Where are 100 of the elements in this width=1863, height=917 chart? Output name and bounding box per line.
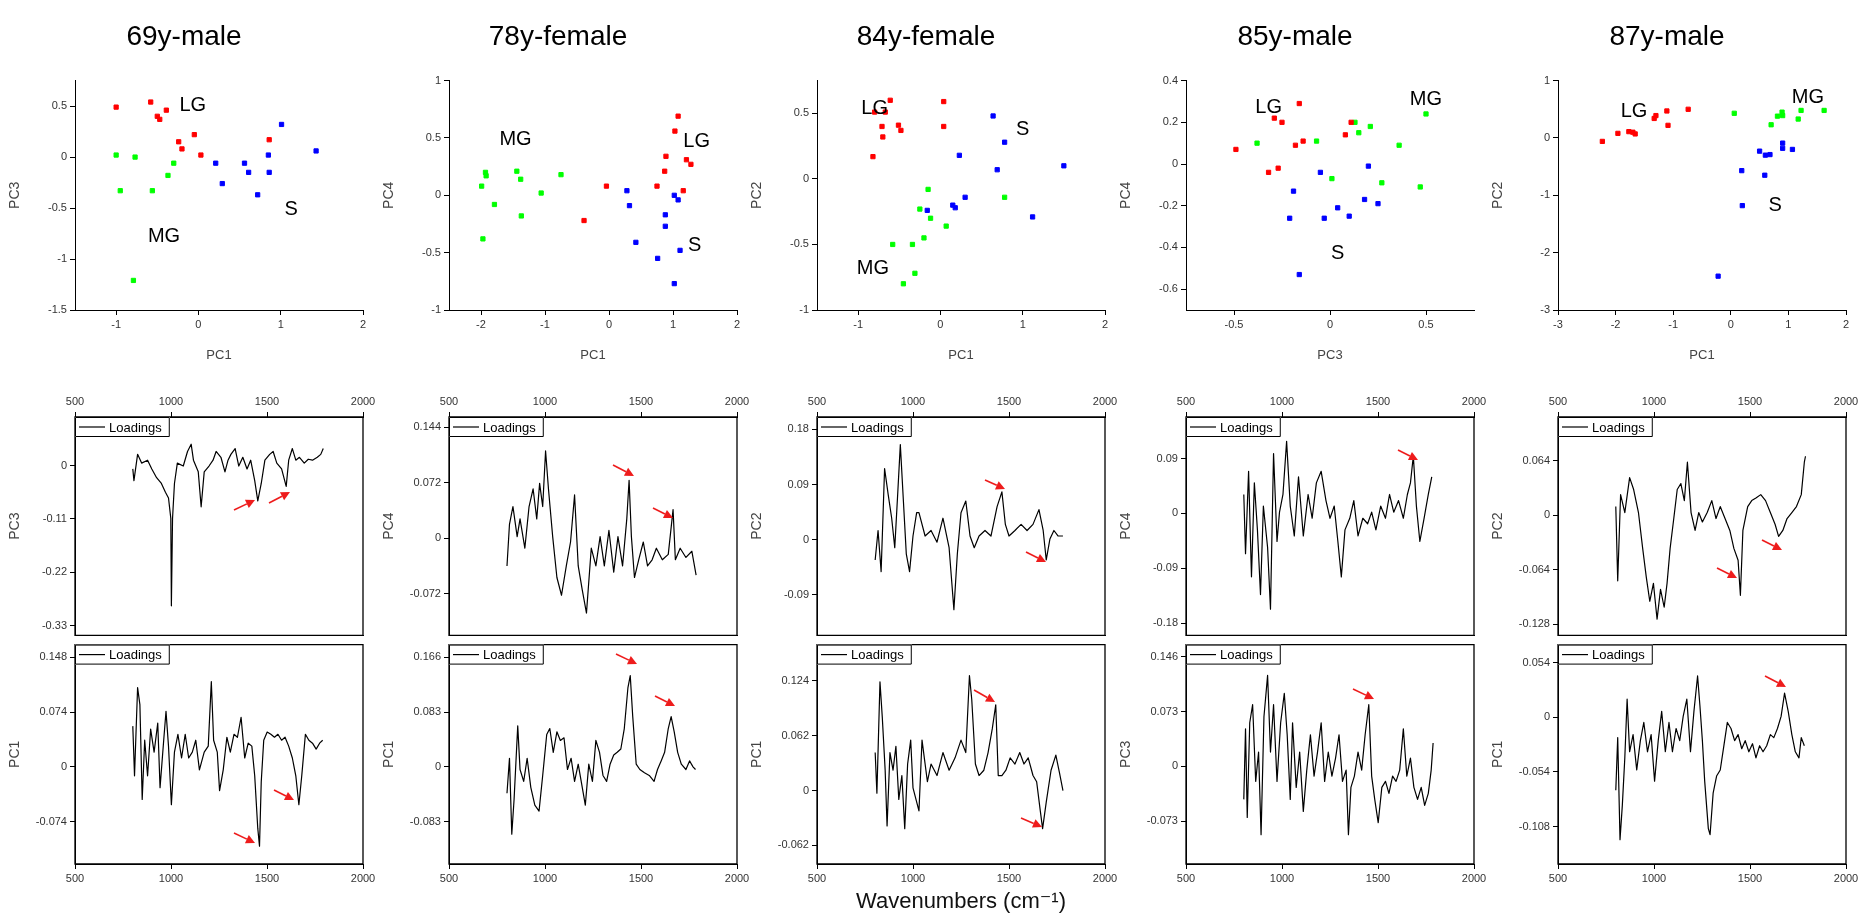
x-axis-title: Wavenumbers (cm⁻¹) <box>855 887 1067 913</box>
y-tick-label: 0 <box>60 759 67 772</box>
x-tick-label: 1 <box>1785 317 1792 330</box>
annotation: LG <box>861 95 888 118</box>
y-tick-label: -1 <box>799 303 809 316</box>
x-axis-title: PC1 <box>1689 346 1715 362</box>
y-tick-label: 0.062 <box>781 728 809 741</box>
y-tick-label: 0.09 <box>1156 451 1178 464</box>
x-tick-label: 1000 <box>1269 871 1295 884</box>
x-tick-label: 1000 <box>1641 871 1667 884</box>
x2-tick-label: 2000 <box>350 395 376 408</box>
y-tick-label: -2 <box>1540 245 1550 258</box>
x-tick-label: 1000 <box>900 871 926 884</box>
y-axis-title: PC3 <box>1117 740 1134 768</box>
x-axis-title: PC1 <box>948 346 974 362</box>
x-tick-label: 1500 <box>628 871 654 884</box>
x2-tick-label: 500 <box>1176 395 1196 408</box>
y-tick-label: 0.09 <box>787 477 809 490</box>
y-tick-label: 0.064 <box>1522 453 1550 466</box>
y-axis-title: PC1 <box>6 740 23 768</box>
y-tick-label: 0 <box>802 171 809 184</box>
y-tick-label: -0.5 <box>422 245 441 258</box>
y-tick-label: -0.09 <box>1152 561 1178 574</box>
annotation: MG <box>1791 85 1825 108</box>
chart-title: 69y-male <box>126 19 242 51</box>
y-tick-label: -0.5 <box>48 201 67 214</box>
y-tick-label: 0.083 <box>413 705 441 718</box>
legend-label: Loadings <box>109 647 163 663</box>
x-tick-label: -2 <box>476 317 486 330</box>
x2-tick-label: 1000 <box>1269 395 1295 408</box>
y-tick-label: 0.4 <box>1162 73 1178 86</box>
x-tick-label: 0 <box>1326 317 1334 330</box>
y-tick-label: 0.18 <box>787 422 809 435</box>
x-tick-label: -1 <box>540 317 550 330</box>
x-tick-label: 1 <box>669 317 677 330</box>
y-tick-label: 0.124 <box>781 673 809 686</box>
y-tick-label: -0.072 <box>409 586 441 599</box>
y-tick-label: -0.4 <box>1159 240 1178 253</box>
annotation: MG <box>147 224 181 247</box>
y-tick-label: 0 <box>60 458 67 471</box>
y-tick-label: 0 <box>434 759 441 772</box>
y-tick-label: 1 <box>1543 73 1550 86</box>
y-tick-label: -3 <box>1540 303 1550 316</box>
x-axis-title: PC1 <box>206 346 232 362</box>
y-tick-label: 0.074 <box>39 705 67 718</box>
x2-tick-label: 1000 <box>900 395 926 408</box>
y-tick-label: 0.073 <box>1150 704 1178 717</box>
x2-tick-label: 1000 <box>158 395 184 408</box>
chart-title: 84y-female <box>856 19 996 51</box>
y-tick-label: -0.5 <box>790 237 809 250</box>
y-tick-label: 0 <box>60 150 67 163</box>
y-tick-label: 0 <box>1543 130 1550 143</box>
y-tick-label: -0.073 <box>1146 814 1178 827</box>
legend-label: Loadings <box>109 419 163 435</box>
y-tick-label: 0.146 <box>1150 649 1178 662</box>
x-tick-label: 1000 <box>158 871 184 884</box>
y-tick-label: 0 <box>434 188 441 201</box>
x-axis-title: PC1 <box>580 346 606 362</box>
x-tick-label: 2000 <box>724 871 750 884</box>
x-tick-label: 0.5 <box>1418 317 1434 330</box>
y-tick-label: -0.108 <box>1518 819 1550 832</box>
y-tick-label: -0.054 <box>1518 765 1550 778</box>
y-axis-title: PC2 <box>748 512 765 540</box>
y-tick-label: 1 <box>434 73 441 86</box>
x-tick-label: 1500 <box>1737 871 1763 884</box>
y-tick-label: -1.5 <box>48 303 67 316</box>
y-axis-title: PC1 <box>748 740 765 768</box>
legend-label: Loadings <box>1592 647 1646 663</box>
chart-title: 78y-female <box>488 19 628 51</box>
x-tick-label: -1 <box>853 317 864 330</box>
y-tick-label: -0.22 <box>41 565 67 578</box>
x2-tick-label: 1500 <box>254 395 280 408</box>
y-tick-label: 0.072 <box>413 475 441 488</box>
x-tick-label: 1 <box>1019 317 1026 330</box>
chart-title: 85y-male <box>1237 19 1353 51</box>
x-tick-label: 2 <box>1101 317 1109 330</box>
annotation: S <box>1331 241 1345 264</box>
x-tick-label: 2 <box>1842 317 1850 330</box>
y-tick-label: -0.11 <box>42 511 67 524</box>
annotation: S <box>284 196 298 219</box>
legend-label: Loadings <box>1220 419 1274 435</box>
legend-label: Loadings <box>483 419 537 435</box>
y-tick-label: 0 <box>1171 157 1178 170</box>
x2-tick-label: 2000 <box>724 395 750 408</box>
x-axis-title: PC3 <box>1317 346 1343 362</box>
y-axis-title: PC1 <box>1489 740 1506 768</box>
y-tick-label: -0.2 <box>1159 198 1178 211</box>
x2-tick-label: 2000 <box>1461 395 1487 408</box>
x-tick-label: 0 <box>937 317 944 330</box>
legend-label: Loadings <box>851 647 905 663</box>
annotation: MG <box>856 255 889 278</box>
x2-tick-label: 1500 <box>1737 395 1763 408</box>
x-tick-label: 2000 <box>1092 871 1118 884</box>
y-tick-label: -0.062 <box>777 838 809 851</box>
y-tick-label: 0 <box>434 531 441 544</box>
y-tick-label: -0.064 <box>1518 562 1550 575</box>
x-tick-label: -1 <box>111 317 122 330</box>
annotation: LG <box>1255 95 1282 118</box>
x-tick-label: 2 <box>359 317 367 330</box>
y-axis-title: PC4 <box>1117 181 1134 209</box>
